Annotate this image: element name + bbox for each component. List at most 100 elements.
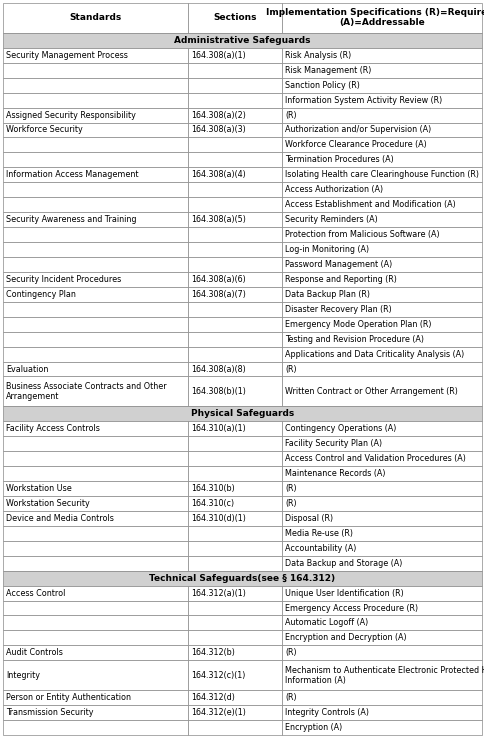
Text: Workforce Security: Workforce Security bbox=[6, 125, 83, 134]
Bar bbox=[188, 137, 281, 152]
Text: Unique User Identification (R): Unique User Identification (R) bbox=[285, 589, 403, 598]
Text: Data Backup and Storage (A): Data Backup and Storage (A) bbox=[285, 559, 402, 568]
Bar bbox=[188, 257, 281, 272]
Text: Security Management Process: Security Management Process bbox=[6, 51, 128, 60]
Bar bbox=[3, 302, 188, 317]
Bar bbox=[188, 481, 281, 496]
Bar bbox=[188, 48, 281, 63]
Bar bbox=[281, 317, 481, 331]
Text: (R): (R) bbox=[285, 499, 296, 508]
Text: Evaluation: Evaluation bbox=[6, 365, 48, 373]
Bar bbox=[188, 108, 281, 123]
Text: 164.308(a)(2): 164.308(a)(2) bbox=[191, 111, 245, 120]
Bar bbox=[3, 570, 481, 586]
Text: Facility Access Controls: Facility Access Controls bbox=[6, 424, 100, 433]
Bar bbox=[188, 123, 281, 137]
Text: Data Backup Plan (R): Data Backup Plan (R) bbox=[285, 290, 369, 299]
Text: Sanction Policy (R): Sanction Policy (R) bbox=[285, 80, 359, 89]
Text: Access Control: Access Control bbox=[6, 589, 65, 598]
Bar bbox=[188, 168, 281, 182]
Bar bbox=[3, 227, 188, 242]
Bar bbox=[188, 690, 281, 705]
Text: Access Control and Validation Procedures (A): Access Control and Validation Procedures… bbox=[285, 454, 465, 463]
Bar bbox=[281, 347, 481, 362]
Text: 164.310(b): 164.310(b) bbox=[191, 484, 234, 493]
Bar bbox=[3, 376, 188, 407]
Bar bbox=[188, 63, 281, 77]
Bar bbox=[188, 77, 281, 93]
Bar bbox=[281, 556, 481, 570]
Text: Device and Media Controls: Device and Media Controls bbox=[6, 514, 114, 523]
Text: Contingency Plan: Contingency Plan bbox=[6, 290, 76, 299]
Bar bbox=[3, 212, 188, 227]
Text: Authorization and/or Supervision (A): Authorization and/or Supervision (A) bbox=[285, 125, 430, 134]
Bar bbox=[281, 362, 481, 376]
Bar bbox=[281, 63, 481, 77]
Bar bbox=[281, 661, 481, 690]
Bar bbox=[188, 496, 281, 511]
Text: Transmission Security: Transmission Security bbox=[6, 708, 93, 717]
Bar bbox=[3, 586, 188, 601]
Bar bbox=[3, 137, 188, 152]
Bar bbox=[3, 690, 188, 705]
Bar bbox=[3, 496, 188, 511]
Text: 164.310(c): 164.310(c) bbox=[191, 499, 234, 508]
Text: Written Contract or Other Arrangement (R): Written Contract or Other Arrangement (R… bbox=[285, 387, 457, 396]
Bar bbox=[281, 645, 481, 661]
Text: Encryption (A): Encryption (A) bbox=[285, 723, 342, 732]
Bar bbox=[188, 436, 281, 451]
Bar bbox=[188, 511, 281, 526]
Bar bbox=[3, 48, 188, 63]
Bar bbox=[281, 168, 481, 182]
Text: Information Access Management: Information Access Management bbox=[6, 170, 138, 179]
Bar bbox=[281, 212, 481, 227]
Text: Maintenance Records (A): Maintenance Records (A) bbox=[285, 469, 385, 478]
Bar bbox=[188, 705, 281, 720]
Bar bbox=[281, 376, 481, 407]
Text: Security Reminders (A): Security Reminders (A) bbox=[285, 215, 377, 224]
Bar bbox=[188, 3, 281, 33]
Text: Risk Analysis (R): Risk Analysis (R) bbox=[285, 51, 350, 60]
Bar bbox=[3, 77, 188, 93]
Bar bbox=[3, 630, 188, 645]
Text: (R): (R) bbox=[285, 365, 296, 373]
Text: 164.310(a)(1): 164.310(a)(1) bbox=[191, 424, 245, 433]
Bar bbox=[188, 615, 281, 630]
Bar bbox=[3, 3, 188, 33]
Bar bbox=[281, 182, 481, 197]
Text: Termination Procedures (A): Termination Procedures (A) bbox=[285, 156, 393, 165]
Bar bbox=[281, 331, 481, 347]
Bar bbox=[188, 661, 281, 690]
Text: Disaster Recovery Plan (R): Disaster Recovery Plan (R) bbox=[285, 305, 391, 314]
Bar bbox=[281, 601, 481, 615]
Text: Person or Entity Authentication: Person or Entity Authentication bbox=[6, 693, 131, 702]
Text: Audit Controls: Audit Controls bbox=[6, 649, 63, 658]
Bar bbox=[3, 541, 188, 556]
Bar bbox=[281, 77, 481, 93]
Bar bbox=[281, 123, 481, 137]
Bar bbox=[281, 421, 481, 436]
Bar bbox=[281, 615, 481, 630]
Text: Administrative Safeguards: Administrative Safeguards bbox=[174, 36, 310, 45]
Text: (R): (R) bbox=[285, 693, 296, 702]
Bar bbox=[188, 451, 281, 466]
Bar bbox=[3, 168, 188, 182]
Text: Information System Activity Review (R): Information System Activity Review (R) bbox=[285, 96, 441, 105]
Bar bbox=[3, 272, 188, 287]
Bar bbox=[188, 541, 281, 556]
Bar bbox=[188, 421, 281, 436]
Text: Emergency Access Procedure (R): Emergency Access Procedure (R) bbox=[285, 604, 417, 613]
Text: Testing and Revision Procedure (A): Testing and Revision Procedure (A) bbox=[285, 334, 423, 344]
Bar bbox=[3, 287, 188, 302]
Bar bbox=[3, 33, 481, 48]
Bar bbox=[3, 108, 188, 123]
Bar bbox=[3, 720, 188, 735]
Text: Applications and Data Criticality Analysis (A): Applications and Data Criticality Analys… bbox=[285, 350, 463, 359]
Bar bbox=[281, 257, 481, 272]
Bar bbox=[188, 556, 281, 570]
Bar bbox=[3, 152, 188, 168]
Bar bbox=[281, 496, 481, 511]
Bar bbox=[281, 197, 481, 212]
Bar bbox=[281, 302, 481, 317]
Bar bbox=[188, 645, 281, 661]
